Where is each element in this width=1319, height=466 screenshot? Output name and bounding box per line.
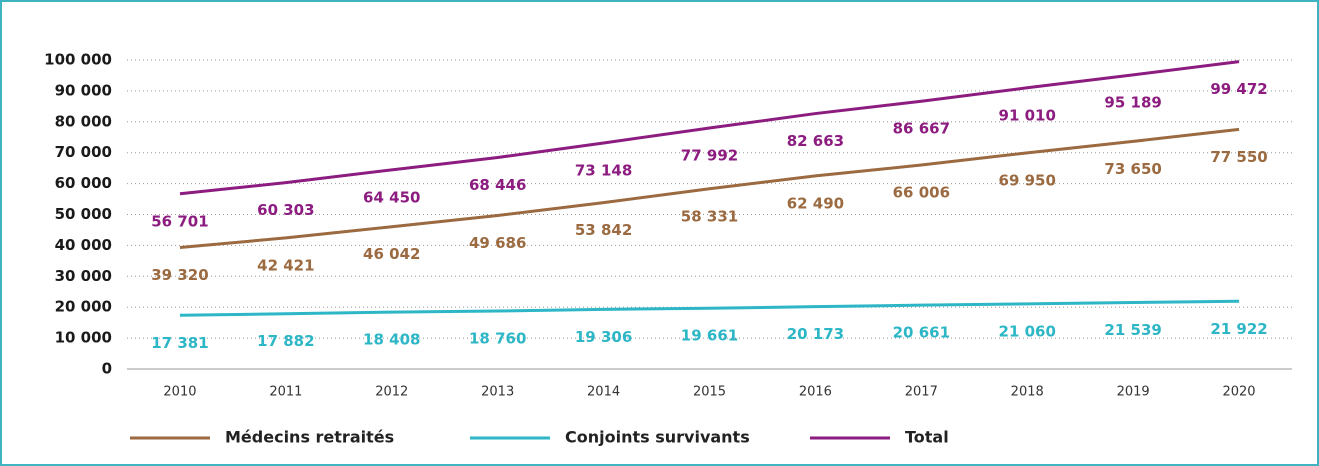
x-tick-label: 2015 — [693, 385, 726, 400]
legend-label: Conjoints survivants — [565, 428, 750, 447]
y-tick-label: 90 000 — [55, 81, 112, 99]
data-label: 21 922 — [1210, 320, 1267, 338]
y-tick-label: 30 000 — [55, 267, 112, 285]
y-tick-label: 20 000 — [55, 298, 112, 316]
y-tick-label: 70 000 — [55, 143, 112, 161]
data-label: 77 992 — [681, 147, 738, 165]
data-label: 20 173 — [787, 325, 844, 343]
data-label: 21 060 — [999, 322, 1056, 340]
series-line — [179, 127, 1240, 249]
data-label: 39 320 — [151, 266, 208, 284]
x-tick-label: 2016 — [799, 385, 832, 400]
y-tick-label: 50 000 — [55, 205, 112, 223]
data-label: 69 950 — [999, 171, 1056, 189]
data-label: 19 306 — [575, 328, 632, 346]
data-label: 56 701 — [151, 212, 208, 230]
data-label: 17 882 — [257, 332, 314, 350]
data-label: 86 667 — [893, 120, 950, 138]
x-tick-label: 2017 — [905, 385, 938, 400]
series-line — [179, 60, 1240, 196]
data-label: 66 006 — [893, 184, 950, 202]
data-label: 42 421 — [257, 256, 314, 274]
data-label: 68 446 — [469, 176, 526, 194]
y-tick-label: 0 — [102, 360, 112, 378]
data-label: 82 663 — [787, 132, 844, 150]
data-label: 17 381 — [151, 334, 208, 352]
data-label: 49 686 — [469, 234, 526, 252]
y-tick-label: 100 000 — [44, 51, 112, 69]
data-label: 77 550 — [1210, 148, 1267, 166]
data-label: 20 661 — [893, 324, 950, 342]
y-tick-label: 40 000 — [55, 236, 112, 254]
data-label: 95 189 — [1104, 93, 1161, 111]
series-line — [179, 299, 1240, 317]
y-tick-label: 80 000 — [55, 112, 112, 130]
x-tick-label: 2018 — [1011, 385, 1044, 400]
legend-label: Médecins retraités — [225, 428, 394, 447]
x-tick-label: 2012 — [375, 385, 408, 400]
data-label: 53 842 — [575, 221, 632, 239]
data-label: 18 760 — [469, 330, 526, 348]
x-tick-label: 2010 — [163, 385, 196, 400]
y-tick-label: 10 000 — [55, 329, 112, 347]
data-label: 64 450 — [363, 188, 420, 206]
x-tick-label: 2014 — [587, 385, 620, 400]
x-tick-label: 2013 — [481, 385, 514, 400]
data-label: 73 148 — [575, 161, 632, 179]
x-tick-label: 2019 — [1117, 385, 1150, 400]
data-label: 46 042 — [363, 245, 420, 263]
data-label: 18 408 — [363, 331, 420, 349]
data-label: 21 539 — [1104, 321, 1161, 339]
x-tick-label: 2020 — [1222, 385, 1255, 400]
data-label: 62 490 — [787, 194, 844, 212]
legend-label: Total — [905, 428, 949, 447]
data-label: 58 331 — [681, 207, 738, 225]
y-tick-label: 60 000 — [55, 174, 112, 192]
data-label: 60 303 — [257, 201, 314, 219]
data-label: 99 472 — [1210, 80, 1267, 98]
data-label: 91 010 — [999, 106, 1056, 124]
x-tick-label: 2011 — [269, 385, 302, 400]
data-label: 73 650 — [1104, 160, 1161, 178]
data-label: 19 661 — [681, 327, 738, 345]
